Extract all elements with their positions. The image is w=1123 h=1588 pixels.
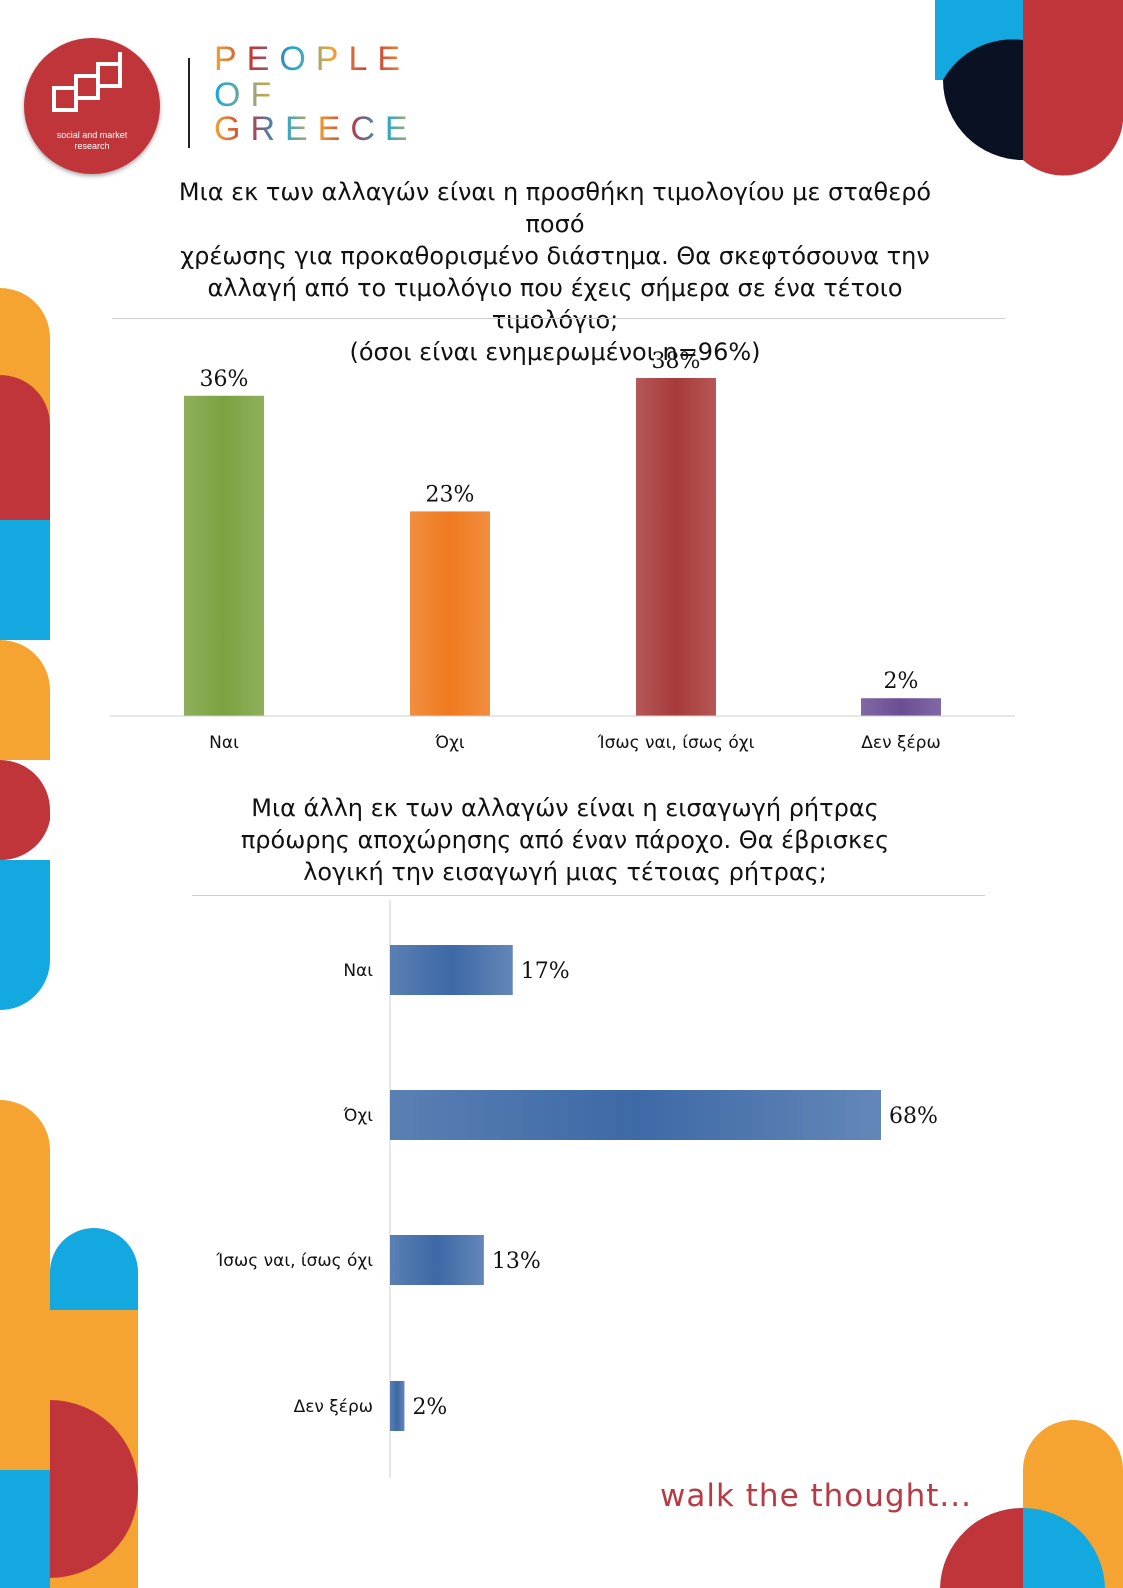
header-divider [188,58,190,148]
chart2-title: Μια άλλη εκ των αλλαγών είναι η εισαγωγή… [230,792,900,888]
chart1-category-label-2: Ίσως ναι, ίσως όχι [597,733,755,753]
chart1-category-label-1: Όχι [434,733,465,753]
chart1-title: Μια εκ των αλλαγών είναι η προσθήκη τιμο… [160,176,950,368]
chart1-value-label-2: 38% [652,349,701,374]
chart1-bar-1 [410,511,490,716]
chart2-bar-0 [390,945,513,995]
deco-red-tr [1023,40,1123,176]
deco-red-2 [0,760,50,861]
chart2-bar-1 [390,1090,881,1140]
chart2-category-label-0: Ναι [343,961,373,981]
deco-blue-3 [50,1228,138,1310]
brand-line-1: PEOPLE [214,40,410,79]
brand-line-2: OF [214,76,281,115]
chart2-bar-2 [390,1235,484,1285]
logo-caption-line1: social and market [56,130,128,140]
chart2-value-label-1: 68% [889,1104,938,1129]
chart2-horizontal-bar-chart: 17% Ναι 68% Όχι 13% Ίσως ναι, ίσως όχι 2% Δεν ξ… [215,900,938,1478]
deco-red-tr-top [1023,0,1123,45]
brand-word-greece: GREECE [214,110,418,148]
brand-line-3: GREECE [214,110,418,149]
chart2-value-label-2: 13% [492,1249,541,1274]
chart2-value-label-0: 17% [521,959,570,984]
chart1-title-line3: αλλαγή από το τιμολόγιο που έχεις σήμερα… [207,274,903,334]
chart1-bar-3 [861,698,941,716]
chart1-category-label-0: Ναι [209,733,239,753]
chart2-bar-3 [390,1381,405,1431]
chart1-bar-2 [636,378,716,716]
chart1-vertical-bar-chart: 36% Ναι 23% Όχι 38% Ίσως ναι, ίσως όχι 2% Δεν ξ… [110,349,1015,753]
logo-mark-icon [52,52,122,112]
deco-red-1 [0,375,50,566]
logo: social and market research [24,38,160,174]
chart2-title-line3: λογική την εισαγωγή μιας τέτοιας ρήτρας; [303,858,827,886]
chart1-title-line2: χρέωσης για προκαθορισμένο διάστημα. Θα … [180,242,930,270]
deco-navy-tr [943,39,1023,160]
deco-red-3 [50,1400,138,1578]
brand-word-people: PEOPLE [214,40,411,78]
chart2-title-line1: Μια άλλη εκ των αλλαγών είναι η εισαγωγή… [251,794,879,822]
deco-blue-br [1023,1508,1105,1588]
chart2-category-label-2: Ίσως ναι, ίσως όχι [215,1251,373,1271]
chart2-category-label-3: Δεν ξέρω [294,1397,373,1417]
deco-blue-1 [0,520,50,640]
logo-caption-line2: research [74,141,110,151]
chart2-category-label-1: Όχι [343,1106,374,1126]
deco-orange-3 [0,1100,50,1400]
chart1-subtitle: (όσοι είναι ενημερωμένοι n=96%) [349,338,761,366]
chart1-title-rule [112,318,1005,319]
deco-blue-2 [0,860,50,1010]
chart1-value-label-3: 2% [884,669,919,694]
tagline: walk the thought... [660,1478,972,1514]
chart2-title-line2: πρόωρης αποχώρησης από έναν πάροχο. Θα έ… [240,826,890,854]
chart2-value-label-3: 2% [412,1395,447,1420]
brand-word-of: OF [214,76,282,114]
chart2-title-rule [192,895,985,896]
chart1-value-label-0: 36% [200,367,249,392]
deco-red-br [940,1507,1023,1588]
chart1-category-label-3: Δεν ξέρω [861,733,940,753]
chart1-title-line1: Μια εκ των αλλαγών είναι η προσθήκη τιμο… [178,178,932,238]
logo-caption: social and market research [24,130,160,152]
deco-blue-4 [0,1470,50,1588]
chart1-bar-0 [184,395,264,716]
deco-orange-2 [0,640,50,760]
chart1-value-label-1: 23% [426,482,475,507]
